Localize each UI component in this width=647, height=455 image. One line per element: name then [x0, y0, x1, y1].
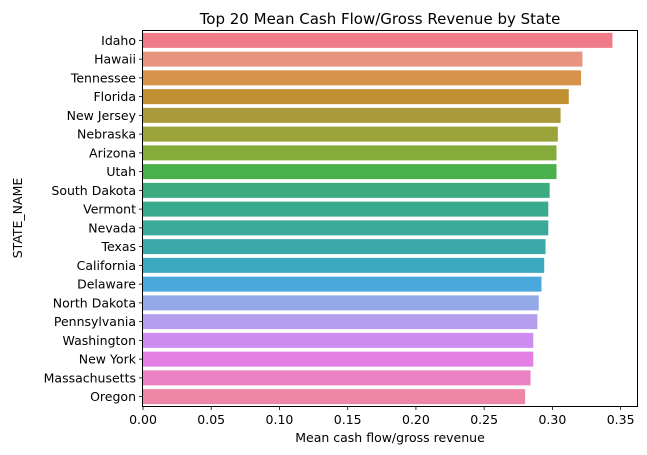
- y-tick-label: Florida: [93, 89, 136, 104]
- x-axis-title: Mean cash flow/gross revenue: [295, 430, 485, 445]
- y-tick-label: Massachusetts: [44, 370, 136, 385]
- x-tick-label: 0.20: [402, 412, 430, 427]
- y-tick-label: Nevada: [88, 220, 136, 235]
- bar-pennsylvania: [143, 314, 538, 330]
- y-tick-label: North Dakota: [53, 295, 136, 310]
- bar-washington: [143, 332, 534, 348]
- y-axis-ticks: Idaho Hawaii Tennessee Florida New Jersey Neb…: [44, 33, 143, 404]
- bars-group: [143, 32, 613, 405]
- bar-south-dakota: [143, 182, 550, 198]
- y-tick-label: New Jersey: [67, 108, 137, 123]
- y-tick-label: Delaware: [77, 277, 136, 292]
- y-tick-label: Nebraska: [77, 127, 136, 142]
- plot-frame: [142, 30, 638, 407]
- y-tick-label: Tennessee: [70, 70, 136, 85]
- x-tick-label: 0.15: [334, 412, 362, 427]
- bar-california: [143, 257, 545, 273]
- y-tick-label: Arizona: [89, 145, 136, 160]
- y-tick-label: New York: [79, 352, 137, 367]
- x-tick-label: 0.05: [197, 412, 225, 427]
- y-tick-label: South Dakota: [51, 183, 136, 198]
- bar-idaho: [143, 32, 613, 48]
- y-axis-title: STATE_NAME: [10, 178, 25, 259]
- bar-utah: [143, 164, 557, 180]
- y-tick-label: Oregon: [90, 389, 136, 404]
- x-tick-label: 0.00: [129, 412, 157, 427]
- bar-vermont: [143, 201, 549, 217]
- bar-north-dakota: [143, 295, 539, 311]
- bar-tennessee: [143, 70, 582, 86]
- y-tick-label: Pennsylvania: [54, 314, 136, 329]
- bar-nebraska: [143, 126, 558, 142]
- bar-delaware: [143, 276, 542, 292]
- y-tick-label: Vermont: [83, 202, 136, 217]
- x-tick-label: 0.25: [470, 412, 498, 427]
- bar-nevada: [143, 220, 549, 236]
- x-tick-label: 0.35: [607, 412, 635, 427]
- bar-massachusetts: [143, 370, 531, 386]
- y-tick-label: California: [77, 258, 136, 273]
- chart-title: Top 20 Mean Cash Flow/Gross Revenue by S…: [199, 10, 561, 28]
- bar-new-york: [143, 351, 534, 367]
- x-tick-label: 0.30: [538, 412, 566, 427]
- bar-hawaii: [143, 51, 583, 67]
- y-tick-label: Idaho: [101, 33, 136, 48]
- bar-texas: [143, 239, 546, 255]
- y-tick-label: Washington: [63, 333, 136, 348]
- x-tick-label: 0.10: [266, 412, 294, 427]
- bar-florida: [143, 89, 569, 105]
- x-axis-ticks: 0.00 0.05 0.10 0.15 0.20 0.25 0.30 0.35: [129, 406, 635, 427]
- y-tick-label: Texas: [100, 239, 136, 254]
- bar-new-jersey: [143, 107, 561, 123]
- y-tick-label: Utah: [106, 164, 136, 179]
- y-tick-label: Hawaii: [94, 52, 136, 67]
- bar-oregon: [143, 389, 526, 405]
- bar-arizona: [143, 145, 557, 161]
